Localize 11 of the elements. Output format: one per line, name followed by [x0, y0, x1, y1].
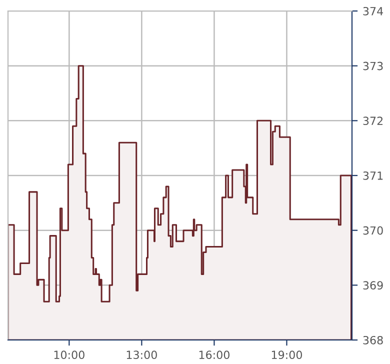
y-tick-label: 373	[363, 62, 383, 70]
x-tick-label: 19:00	[272, 350, 302, 360]
y-tick-label: 368	[363, 336, 383, 344]
y-tick-label: 370	[363, 226, 383, 235]
x-tick-label: 13:00	[126, 350, 157, 360]
x-tick-label: 10:00	[54, 350, 84, 360]
x-tick-label: 16:00	[199, 350, 230, 360]
y-tick-label: 372	[363, 116, 383, 126]
y-tick-label: 371	[363, 171, 383, 180]
y-tick-label: 374	[363, 6, 383, 16]
y-tick-label: 369	[363, 281, 383, 290]
